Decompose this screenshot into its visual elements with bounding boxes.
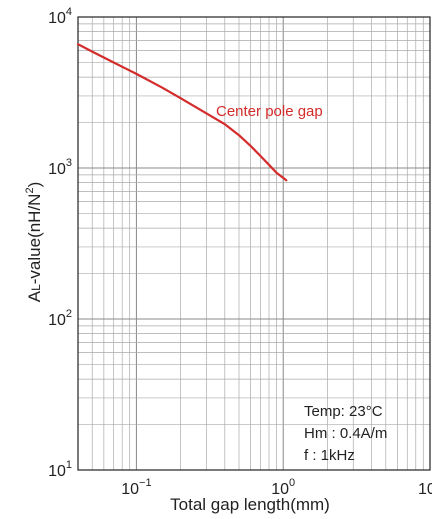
x-tick-label: 10−1 xyxy=(121,477,151,498)
x-tick-labels: 10−1 100 101 xyxy=(121,477,432,498)
y-axis-label: AL-value(nH/N2) xyxy=(24,182,44,303)
annotation-temp: Temp: 23°C xyxy=(304,403,383,420)
annotation-hm: Hm : 0.4A/m xyxy=(304,425,387,442)
conditions-annotation: Temp: 23°C Hm : 0.4A/m f : 1kHz xyxy=(304,403,387,464)
y-tick-label: 101 xyxy=(48,459,72,480)
series-label-center-pole-gap: Center pole gap xyxy=(216,103,323,120)
x-tick-label: 100 xyxy=(271,477,295,498)
y-tick-label: 102 xyxy=(48,308,72,329)
series-layer xyxy=(76,43,288,182)
plot-frame xyxy=(77,16,431,471)
annotation-freq: f : 1kHz xyxy=(304,447,355,464)
y-tick-label: 103 xyxy=(48,157,72,178)
y-tick-label: 104 xyxy=(48,6,72,27)
y-tick-labels: 101 102 103 104 xyxy=(48,6,72,480)
series-line-center-pole-gap xyxy=(76,43,288,182)
x-axis-label: Total gap length(mm) xyxy=(170,495,330,514)
x-tick-label: 101 xyxy=(418,477,432,498)
